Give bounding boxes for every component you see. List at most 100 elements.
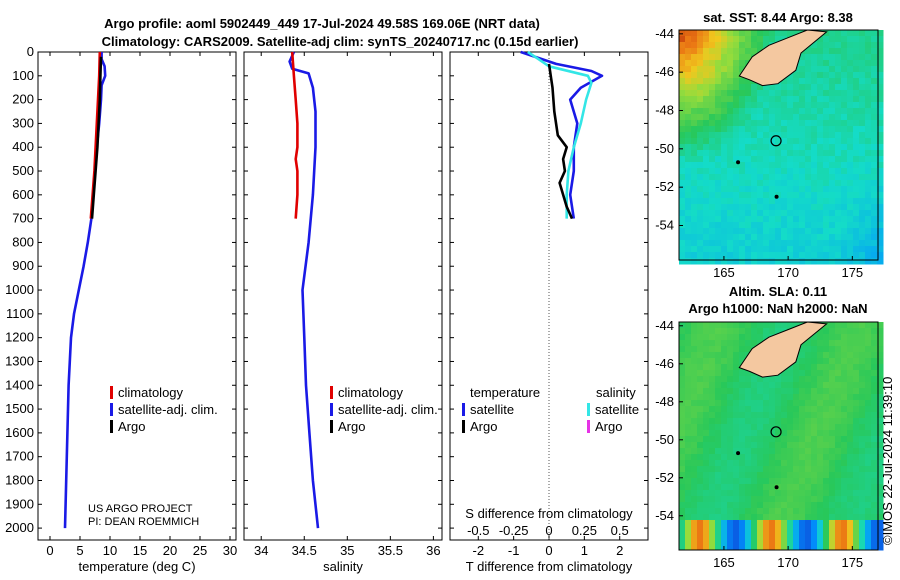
map-cell (805, 532, 812, 539)
map-cell (841, 460, 848, 467)
map-cell (739, 400, 746, 407)
map-cell (793, 72, 800, 79)
map-cell (805, 430, 812, 437)
map-cell (787, 102, 794, 109)
map-cell (787, 388, 794, 395)
map-cell (769, 96, 776, 103)
map-cell (727, 472, 734, 479)
map-cell (709, 400, 716, 407)
map-cell (835, 96, 842, 103)
map-cell (757, 496, 764, 503)
map-cell (787, 418, 794, 425)
map-cell (847, 78, 854, 85)
map-cell (721, 526, 728, 533)
map-cell (703, 358, 710, 365)
map-cell (733, 334, 740, 341)
map-cell (835, 376, 842, 383)
map-cell (847, 222, 854, 229)
map-cell (721, 334, 728, 341)
map-cell (877, 388, 884, 395)
map-cell (745, 54, 752, 61)
map-cell (847, 490, 854, 497)
map-y-tick-label: -44 (655, 26, 674, 41)
map-cell (787, 532, 794, 539)
legend-t-satellite-label: satellite (470, 402, 514, 417)
map-cell (739, 526, 746, 533)
map-cell (877, 352, 884, 359)
map-cell (811, 370, 818, 377)
map-cell (757, 174, 764, 181)
map-cell (721, 126, 728, 133)
map-cell (829, 544, 836, 551)
map-cell (745, 418, 752, 425)
map-cell (727, 346, 734, 353)
map-cell (877, 490, 884, 497)
map-cell (799, 424, 806, 431)
map-cell (835, 418, 842, 425)
map-cell (733, 478, 740, 485)
map-cell (691, 36, 698, 43)
map-cell (697, 346, 704, 353)
map-cell (817, 376, 824, 383)
map-cell (829, 210, 836, 217)
map-cell (877, 138, 884, 145)
map-cell (703, 406, 710, 413)
map-cell (733, 36, 740, 43)
map-cell (829, 520, 836, 527)
map-cell (709, 90, 716, 97)
map-cell (715, 60, 722, 67)
map-cell (817, 198, 824, 205)
map-cell (847, 54, 854, 61)
map-cell (799, 538, 806, 545)
map-cell (721, 84, 728, 91)
map-cell (679, 484, 686, 491)
map-cell (877, 48, 884, 55)
map-cell (703, 436, 710, 443)
map-cell (769, 460, 776, 467)
map-cell (877, 72, 884, 79)
map-cell (859, 120, 866, 127)
map-cell (679, 466, 686, 473)
map-cell (859, 514, 866, 521)
map-cell (685, 496, 692, 503)
map-cell (823, 72, 830, 79)
map-cell (709, 502, 716, 509)
map-cell (685, 382, 692, 389)
map-cell (805, 358, 812, 365)
map-cell (703, 418, 710, 425)
map-cell (727, 442, 734, 449)
map-cell (871, 430, 878, 437)
map-cell (859, 198, 866, 205)
argo-float-marker (770, 426, 782, 438)
map-cell (877, 168, 884, 175)
map-cell (853, 436, 860, 443)
map-cell (877, 322, 884, 329)
map-cell (733, 210, 740, 217)
legend-satellite-label: satellite-adj. clim. (118, 402, 218, 417)
map-cell (787, 508, 794, 515)
map-cell (793, 204, 800, 211)
map-cell (877, 478, 884, 485)
map-cell (793, 508, 800, 515)
map-cell (799, 222, 806, 229)
map-cell (811, 78, 818, 85)
map-cell (679, 162, 686, 169)
map-cell (829, 192, 836, 199)
map-cell (787, 460, 794, 467)
map-cell (763, 418, 770, 425)
map-cell (685, 394, 692, 401)
map-cell (817, 150, 824, 157)
map-cell (859, 508, 866, 515)
map-cell (841, 228, 848, 235)
map-cell (751, 258, 758, 265)
map-cell (709, 210, 716, 217)
map-cell (745, 150, 752, 157)
map-cell (733, 54, 740, 61)
map-cell (781, 246, 788, 253)
map-cell (859, 30, 866, 37)
map-cell (715, 78, 722, 85)
map-cell (727, 198, 734, 205)
map-cell (871, 382, 878, 389)
map-cell (865, 490, 872, 497)
map-cell (715, 340, 722, 347)
